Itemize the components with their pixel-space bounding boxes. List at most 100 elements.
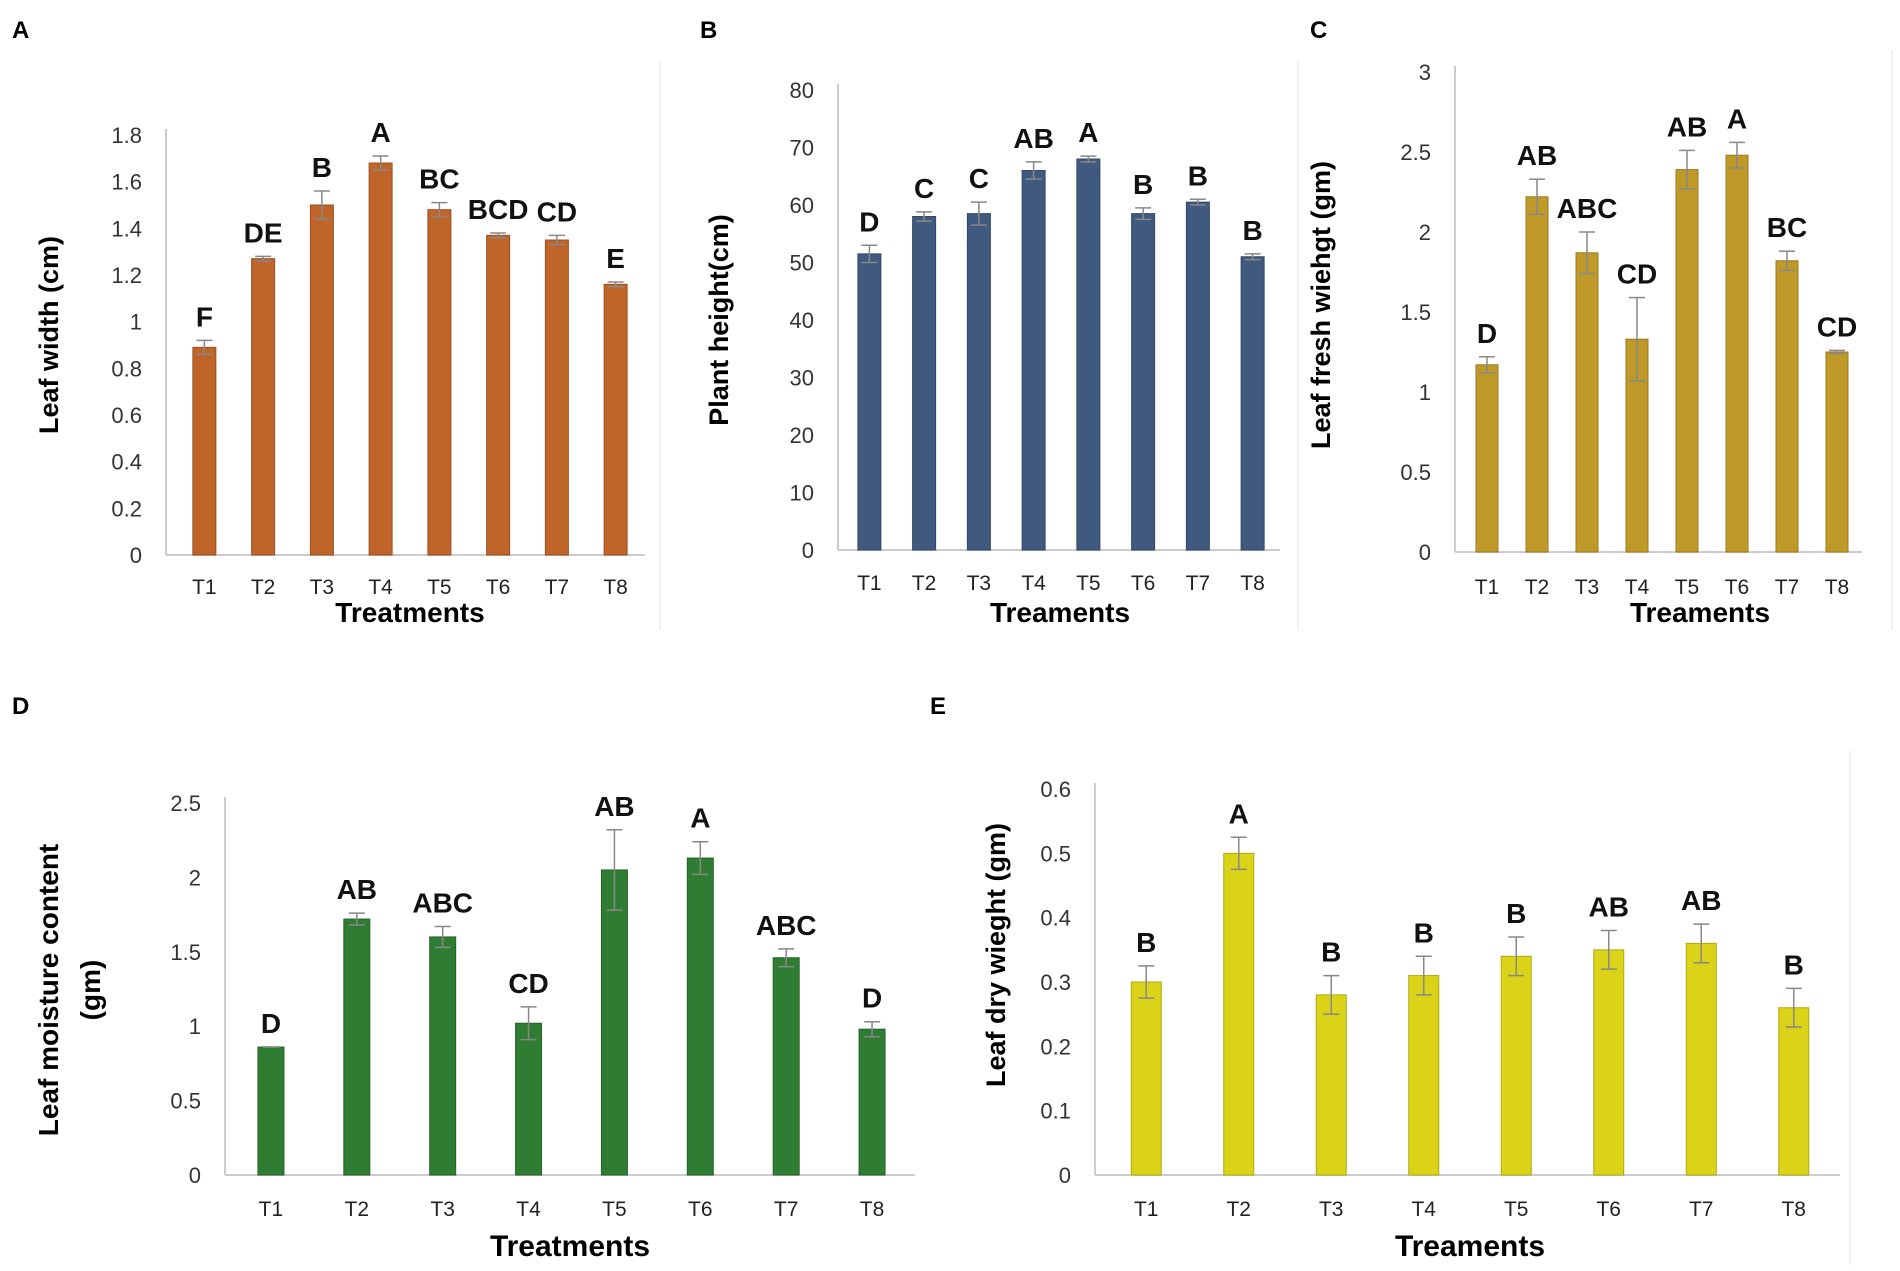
panel-c-letter-t8: CD: [1817, 311, 1857, 342]
panel-a-x-tick-label: T6: [486, 576, 511, 599]
panel-d-letter-t7: ABC: [756, 910, 817, 941]
panel-b-x-tick-label: T8: [1240, 572, 1265, 595]
panel-d-bar-t2: [343, 918, 371, 1176]
panel-b-y-tick-label: 60: [790, 193, 814, 218]
panel-d-x-tick-label: T4: [516, 1198, 541, 1221]
panel-d-letter-t2: AB: [337, 874, 377, 905]
panel-b-x-tick-label: T2: [912, 572, 937, 595]
panel-c-x-tick-label: T3: [1575, 576, 1600, 599]
panel-a-y-tick-label: 1.2: [111, 263, 142, 288]
panel-b-y-tick-label: 80: [790, 78, 814, 103]
panel-c-y-tick-label: 2.5: [1400, 140, 1431, 165]
panel-c-x-axis-title: Treaments: [1630, 597, 1770, 628]
panel-c-letter-t4: CD: [1617, 259, 1657, 290]
panel-d-y-ticks: 0 0.5 1 1.5 2 2.5: [170, 791, 201, 1188]
panel-a-x-tick-label: T4: [368, 576, 393, 599]
panel-e-bar-t5: [1500, 955, 1532, 1176]
panel-d-y-tick-label: 0.5: [170, 1089, 201, 1114]
panel-d-y-tick-label: 2: [189, 865, 201, 890]
panel-b-error-bar-t5: [1080, 155, 1097, 163]
panel-a-error-bar-t8: [607, 281, 624, 288]
panel-e-error-bar-t7: [1693, 923, 1710, 964]
panel-e-y-ticks: 0 0.1 0.2 0.3 0.4 0.5 0.6: [1040, 777, 1071, 1188]
panel-d-y-axis-title-line1: Leaf moisture content: [33, 844, 64, 1136]
panel-a-error-bar-t6: [490, 232, 507, 239]
panel-d-bar-t8: [858, 1028, 886, 1176]
panel-d-letter-t5: AB: [594, 791, 634, 822]
panel-b-letter-t6: B: [1133, 169, 1153, 200]
panel-d-error-bar-t4: [520, 1006, 537, 1041]
panel-e-y-tick-label: 0.5: [1040, 841, 1071, 866]
panel-e-y-tick-label: 0.6: [1040, 777, 1071, 802]
panel-b-letters: DC CAB AB BB: [859, 117, 1262, 246]
panel-b-x-tick-label: T6: [1131, 572, 1156, 595]
panel-d-letters: D AB ABC CD AB A ABC D: [261, 791, 882, 1039]
panel-a-error-bar-t4: [372, 155, 389, 171]
panel-b-bar-t4: [1021, 170, 1046, 551]
panel-c-letter-t1: D: [1477, 318, 1497, 349]
panel-d-label: D: [12, 693, 29, 720]
panel-a-letter-t8: E: [606, 243, 625, 274]
panel-a-y-tick-label: 0: [130, 543, 142, 568]
panel-c-error-bar-t6: [1729, 141, 1745, 169]
panel-e-bar-t7: [1685, 942, 1717, 1176]
panel-a-label: A: [12, 17, 29, 44]
panel-b-x-tick-label: T3: [967, 572, 992, 595]
panel-b-error-bar-t3: [970, 201, 987, 226]
panel-d-y-axis-title-line2: (gm): [75, 960, 106, 1021]
panel-c-error-bar-t8: [1829, 349, 1845, 355]
panel-a: A 0 0.2 0.4 0.6 0.8 1 1.2 1.4 1.6 1.8 F DE B A BC BCD C…: [12, 17, 661, 630]
panel-a-y-tick-label: 1.8: [111, 123, 142, 148]
panel-e-bar-t1: [1130, 981, 1162, 1176]
panel-b-y-tick-label: 40: [790, 308, 814, 333]
panel-b-y-tick-label: 70: [790, 136, 814, 161]
panel-c-y-tick-label: 0: [1419, 540, 1431, 565]
panel-b-y-axis-title: Plant height(cm): [704, 214, 734, 426]
panel-d-bar-t5: [600, 869, 628, 1176]
panel-b-error-bar-t8: [1244, 253, 1261, 261]
panel-d-bar-t1: [257, 1046, 285, 1176]
panel-c-y-tick-label: 1.5: [1400, 300, 1431, 325]
panel-d-y-tick-label: 1: [189, 1014, 201, 1039]
panel-b-x-tick-label: T1: [857, 572, 882, 595]
panel-e-y-tick-label: 0.4: [1040, 906, 1071, 931]
panel-e-letter-t4: B: [1414, 917, 1434, 948]
panel-e-y-tick-label: 0.3: [1040, 970, 1071, 995]
panel-e-y-tick-label: 0: [1059, 1163, 1071, 1188]
panel-d-x-tick-label: T5: [602, 1198, 627, 1221]
panel-c-bar-t3: [1575, 252, 1599, 553]
panel-a-y-tick-label: 0.2: [111, 496, 142, 521]
panel-c-x-ticks: T1 T2 T3 T4 T5 T6 T7 T8: [1475, 576, 1850, 599]
panel-a-x-tick-label: T1: [192, 576, 217, 599]
panel-d-error-bar-t6: [692, 840, 709, 876]
panel-b-bar-t7: [1185, 201, 1210, 551]
panel-c-label: C: [1310, 17, 1327, 44]
panel-c-error-bar-t2: [1529, 178, 1545, 216]
panel-d-x-tick-label: T2: [345, 1198, 370, 1221]
panel-d-letter-t8: D: [862, 983, 882, 1014]
panel-e-bar-t3: [1315, 994, 1347, 1176]
panel-c-letter-t2: AB: [1517, 140, 1557, 171]
panel-c-bar-t6: [1725, 154, 1749, 553]
panel-b-bar-t3: [966, 213, 991, 551]
panel-e-letter-t7: AB: [1681, 885, 1721, 916]
panel-e-y-tick-label: 0.1: [1040, 1099, 1071, 1124]
panel-a-bar-t5: [427, 209, 452, 556]
panel-d-x-tick-label: T8: [860, 1198, 885, 1221]
panel-a-x-axis-title: Treatments: [335, 597, 484, 628]
panel-d-x-tick-label: T3: [430, 1198, 455, 1221]
panel-d-x-ticks: T1 T2 T3 T4 T5 T6 T7 T8: [259, 1198, 885, 1221]
panel-d-y-tick-label: 2.5: [170, 791, 201, 816]
panel-b-x-tick-label: T7: [1186, 572, 1211, 595]
panel-a-letter-t4: A: [371, 117, 391, 148]
panel-d-x-axis-title: Treatments: [490, 1230, 650, 1263]
panel-c-y-axis-title: Leaf fresh wiehgt (gm): [1306, 161, 1336, 449]
panel-c-x-tick-label: T5: [1675, 576, 1700, 599]
panel-e-x-axis-title: Treaments: [1395, 1230, 1545, 1263]
panel-e-x-tick-label: T5: [1504, 1198, 1529, 1221]
panel-e-bars: [1130, 852, 1810, 1176]
panel-e-x-tick-label: T8: [1781, 1198, 1806, 1221]
panel-a-letter-t1: F: [196, 301, 213, 332]
